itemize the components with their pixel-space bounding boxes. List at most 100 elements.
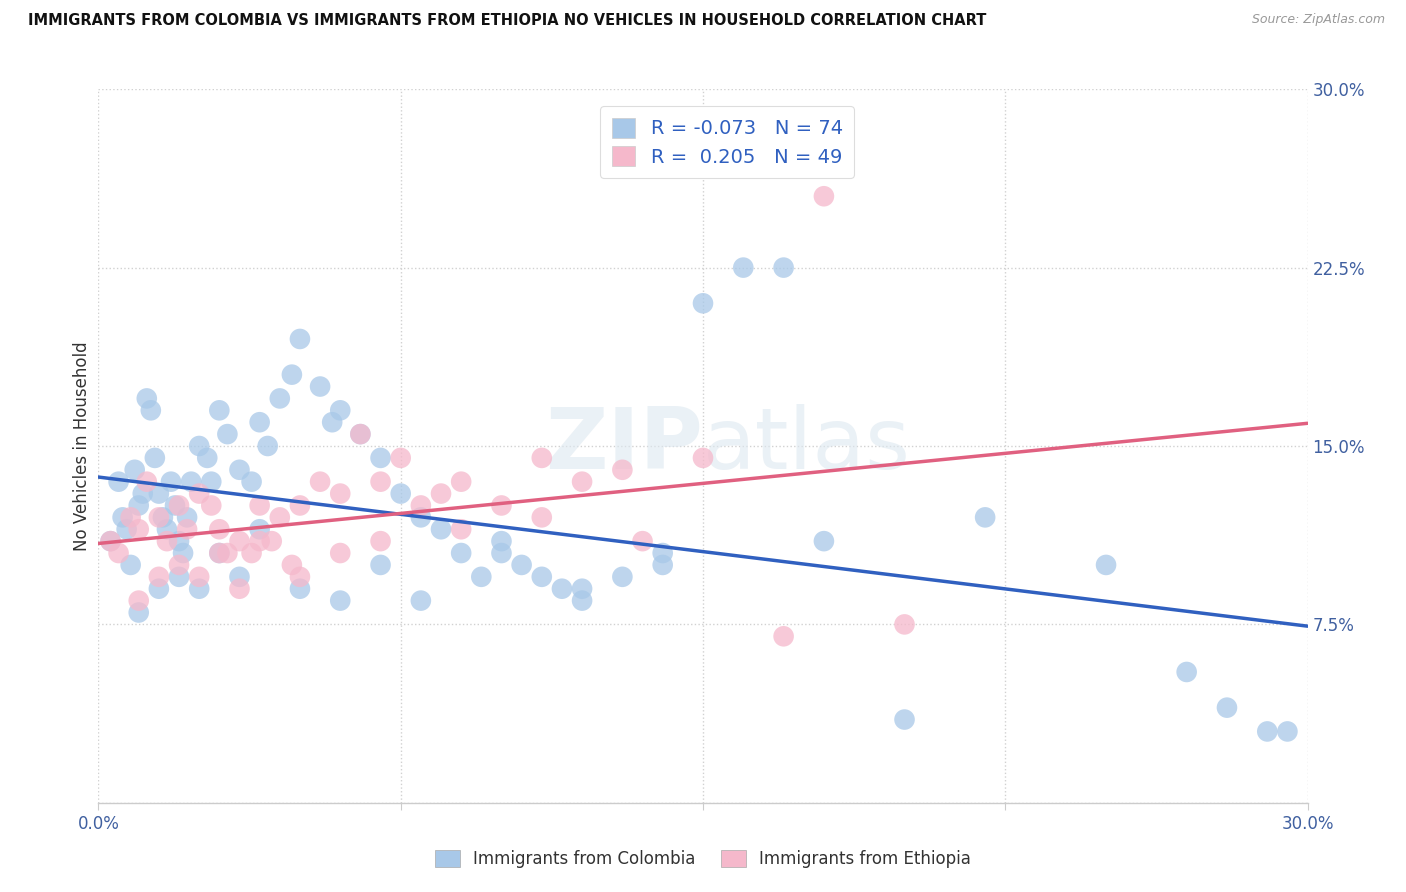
Text: IMMIGRANTS FROM COLOMBIA VS IMMIGRANTS FROM ETHIOPIA NO VEHICLES IN HOUSEHOLD CO: IMMIGRANTS FROM COLOMBIA VS IMMIGRANTS F… bbox=[28, 13, 987, 29]
Point bbox=[228, 570, 250, 584]
Point bbox=[152, 510, 174, 524]
Point bbox=[288, 332, 311, 346]
Point bbox=[188, 570, 211, 584]
Point bbox=[281, 558, 304, 572]
Point bbox=[349, 427, 371, 442]
Point bbox=[329, 403, 352, 417]
Point bbox=[288, 582, 311, 596]
Point bbox=[813, 534, 835, 549]
Point bbox=[163, 499, 186, 513]
Point bbox=[249, 522, 271, 536]
Point bbox=[772, 260, 794, 275]
Point bbox=[208, 403, 231, 417]
Point bbox=[200, 475, 222, 489]
Point bbox=[772, 629, 794, 643]
Point bbox=[389, 450, 412, 465]
Point bbox=[571, 593, 593, 607]
Point bbox=[370, 450, 392, 465]
Point bbox=[115, 522, 138, 536]
Point bbox=[100, 534, 122, 549]
Point bbox=[329, 546, 352, 560]
Point bbox=[217, 546, 239, 560]
Point bbox=[188, 582, 211, 596]
Point bbox=[349, 427, 371, 442]
Point bbox=[389, 486, 412, 500]
Point bbox=[409, 499, 432, 513]
Point bbox=[228, 534, 250, 549]
Point bbox=[167, 570, 190, 584]
Point bbox=[612, 463, 634, 477]
Point bbox=[269, 510, 291, 524]
Point bbox=[228, 463, 250, 477]
Point bbox=[329, 593, 352, 607]
Point bbox=[470, 570, 492, 584]
Point bbox=[281, 368, 304, 382]
Point bbox=[148, 486, 170, 500]
Point bbox=[120, 510, 142, 524]
Point bbox=[156, 534, 179, 549]
Point bbox=[167, 558, 190, 572]
Point bbox=[409, 593, 432, 607]
Point bbox=[132, 486, 155, 500]
Point bbox=[530, 570, 553, 584]
Y-axis label: No Vehicles in Household: No Vehicles in Household bbox=[73, 341, 91, 551]
Point bbox=[228, 582, 250, 596]
Point bbox=[200, 499, 222, 513]
Point bbox=[510, 558, 533, 572]
Point bbox=[156, 522, 179, 536]
Point bbox=[249, 415, 271, 429]
Point bbox=[208, 522, 231, 536]
Point bbox=[208, 546, 231, 560]
Point bbox=[692, 450, 714, 465]
Point bbox=[167, 534, 190, 549]
Point bbox=[571, 475, 593, 489]
Point bbox=[128, 606, 150, 620]
Point bbox=[107, 546, 129, 560]
Point bbox=[631, 534, 654, 549]
Point bbox=[530, 450, 553, 465]
Point bbox=[188, 439, 211, 453]
Point bbox=[148, 570, 170, 584]
Point bbox=[256, 439, 278, 453]
Point bbox=[176, 510, 198, 524]
Point bbox=[651, 558, 673, 572]
Point bbox=[370, 475, 392, 489]
Point bbox=[172, 546, 194, 560]
Point bbox=[176, 522, 198, 536]
Point bbox=[733, 260, 755, 275]
Legend: Immigrants from Colombia, Immigrants from Ethiopia: Immigrants from Colombia, Immigrants fro… bbox=[429, 843, 977, 875]
Point bbox=[167, 499, 190, 513]
Text: ZIP: ZIP bbox=[546, 404, 703, 488]
Point bbox=[249, 534, 271, 549]
Point bbox=[288, 499, 311, 513]
Legend: R = -0.073   N = 74, R =  0.205   N = 49: R = -0.073 N = 74, R = 0.205 N = 49 bbox=[600, 106, 855, 178]
Point bbox=[240, 475, 263, 489]
Point bbox=[893, 617, 915, 632]
Point bbox=[188, 486, 211, 500]
Point bbox=[692, 296, 714, 310]
Point bbox=[111, 510, 134, 524]
Point bbox=[148, 582, 170, 596]
Point bbox=[370, 534, 392, 549]
Point bbox=[430, 486, 453, 500]
Point bbox=[128, 593, 150, 607]
Point bbox=[269, 392, 291, 406]
Point bbox=[430, 522, 453, 536]
Point bbox=[195, 450, 218, 465]
Point bbox=[160, 475, 183, 489]
Point bbox=[107, 475, 129, 489]
Point bbox=[309, 475, 332, 489]
Point bbox=[409, 510, 432, 524]
Point bbox=[1256, 724, 1278, 739]
Point bbox=[450, 522, 472, 536]
Point bbox=[491, 546, 513, 560]
Point bbox=[148, 510, 170, 524]
Point bbox=[612, 570, 634, 584]
Point bbox=[813, 189, 835, 203]
Point bbox=[571, 582, 593, 596]
Point bbox=[249, 499, 271, 513]
Point bbox=[1175, 665, 1198, 679]
Text: atlas: atlas bbox=[703, 404, 911, 488]
Point bbox=[974, 510, 997, 524]
Point bbox=[260, 534, 283, 549]
